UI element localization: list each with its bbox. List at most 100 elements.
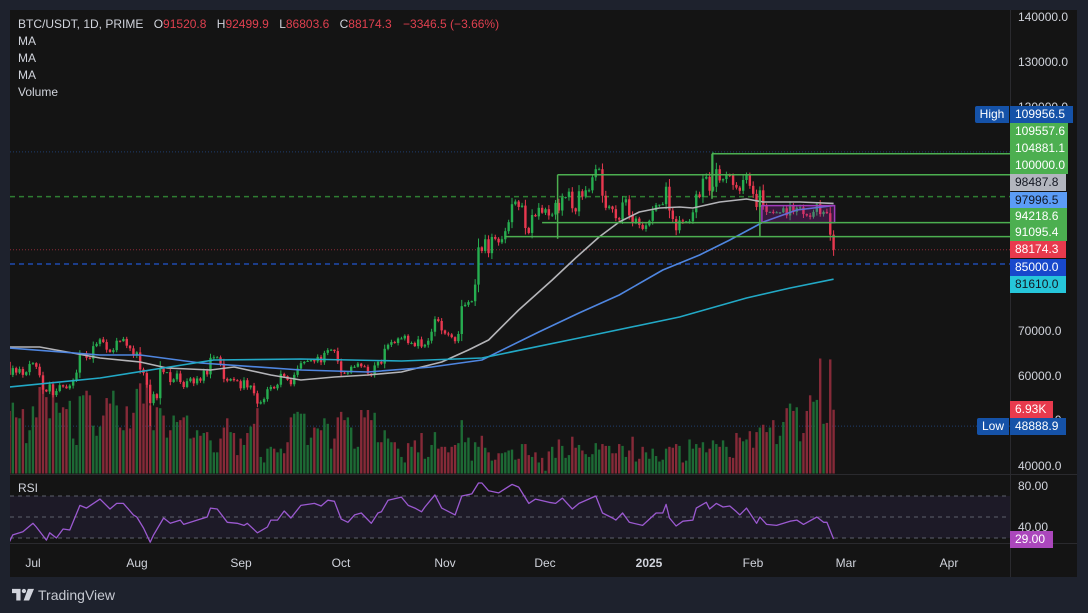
rectangle-drawing[interactable]	[761, 204, 836, 224]
candle	[239, 379, 242, 391]
candle	[185, 378, 189, 389]
volume-bar	[41, 385, 45, 474]
volume-bar	[664, 448, 668, 474]
symbol-title[interactable]: BTC/USDT, 1D, PRIME	[18, 17, 144, 31]
chart-panel[interactable]	[10, 10, 1077, 577]
ma-line-grey[interactable]	[10, 198, 834, 381]
volume-bar	[634, 461, 638, 474]
volume-bar	[406, 443, 410, 474]
last-price-label: 88174.3	[1010, 241, 1066, 258]
volume-bar	[71, 438, 75, 474]
candle	[128, 345, 132, 351]
volume-bar	[403, 462, 406, 474]
volume-bar	[249, 426, 252, 474]
tradingview-brand[interactable]: TradingView	[12, 587, 115, 603]
volume-bar	[808, 395, 812, 474]
volume-bar	[577, 444, 581, 474]
volume-bar	[299, 413, 303, 474]
candle	[400, 336, 403, 340]
candlestick-series[interactable]	[8, 151, 835, 427]
volume-bar	[551, 446, 554, 474]
candle	[788, 201, 792, 221]
volume-bar	[396, 448, 400, 474]
volume-bar	[289, 417, 293, 474]
candle	[604, 190, 607, 211]
volume-bar	[135, 388, 138, 474]
volume-bar	[597, 449, 601, 474]
volume-bar	[61, 407, 65, 474]
candle	[336, 347, 339, 364]
volume-bar	[540, 457, 544, 474]
candle	[557, 198, 561, 214]
volume-bar	[112, 390, 115, 474]
close-label: C	[339, 17, 349, 31]
legend-ma-2[interactable]: MA	[18, 51, 36, 65]
volume-histogram	[10, 358, 835, 474]
candle	[440, 318, 443, 335]
drawing-price-label: 91095.4	[1010, 224, 1067, 241]
volume-bar	[631, 436, 634, 474]
legend-volume[interactable]: Volume	[18, 85, 59, 99]
candle	[731, 173, 735, 190]
candle	[825, 208, 829, 214]
change-value: −3346.5 (−3.66%)	[403, 17, 500, 31]
candle	[25, 371, 28, 377]
volume-bar	[574, 447, 577, 474]
volume-bar	[658, 461, 661, 474]
volume-bar	[497, 453, 500, 474]
volume-bar	[688, 439, 691, 474]
volume-bar	[591, 454, 594, 474]
volume-bar	[329, 448, 333, 474]
ma-line-blue[interactable]	[10, 204, 834, 373]
legend-ma-1[interactable]: MA	[18, 34, 36, 48]
candle	[138, 347, 142, 374]
volume-bar	[832, 409, 835, 474]
candle	[417, 335, 420, 349]
candle	[577, 185, 581, 217]
candle	[209, 353, 212, 379]
candle	[437, 316, 440, 323]
volume-bar	[380, 442, 383, 474]
candle	[266, 386, 269, 402]
chart-legend: BTC/USDT, 1D, PRIME O91520.8 H92499.9 L8…	[18, 16, 499, 101]
drawing-price-label: 109557.6	[1010, 123, 1068, 140]
volume-bar	[534, 452, 537, 474]
candle	[65, 384, 68, 389]
candle	[433, 316, 437, 337]
price-tick: 130000.0	[1018, 55, 1069, 69]
ma-line-teal[interactable]	[10, 278, 834, 388]
volume-bar	[557, 439, 561, 474]
volume-bar	[443, 446, 447, 474]
candle	[725, 171, 728, 184]
candle	[477, 238, 480, 293]
volume-bar	[189, 438, 192, 474]
volume-bar	[614, 453, 618, 474]
drawing-tools[interactable]	[505, 152, 1010, 239]
candle	[510, 197, 514, 229]
volume-bar	[805, 410, 808, 474]
candle	[252, 382, 256, 396]
rsi-title[interactable]: RSI	[18, 481, 39, 495]
volume-bar	[430, 444, 433, 474]
volume-bar	[390, 442, 393, 474]
rsi-line[interactable]	[10, 482, 835, 543]
candle	[11, 365, 15, 378]
ma-price-label: 97996.5	[1010, 192, 1067, 209]
price-tick: 70000.0	[1018, 324, 1062, 338]
volume-bar	[132, 412, 135, 474]
volume-bar	[286, 442, 289, 474]
volume-bar	[745, 439, 748, 474]
candle	[701, 173, 705, 203]
candle	[584, 186, 587, 199]
low-tag: Low	[977, 418, 1009, 435]
volume-bar	[721, 440, 725, 474]
candle	[272, 385, 276, 390]
candle	[621, 196, 624, 224]
volume-bar	[758, 427, 762, 474]
legend-ma-3[interactable]: MA	[18, 68, 36, 82]
volume-bar	[500, 453, 504, 474]
volume-bar	[701, 442, 705, 474]
time-tick: Aug	[126, 556, 148, 570]
volume-bar	[205, 432, 209, 474]
